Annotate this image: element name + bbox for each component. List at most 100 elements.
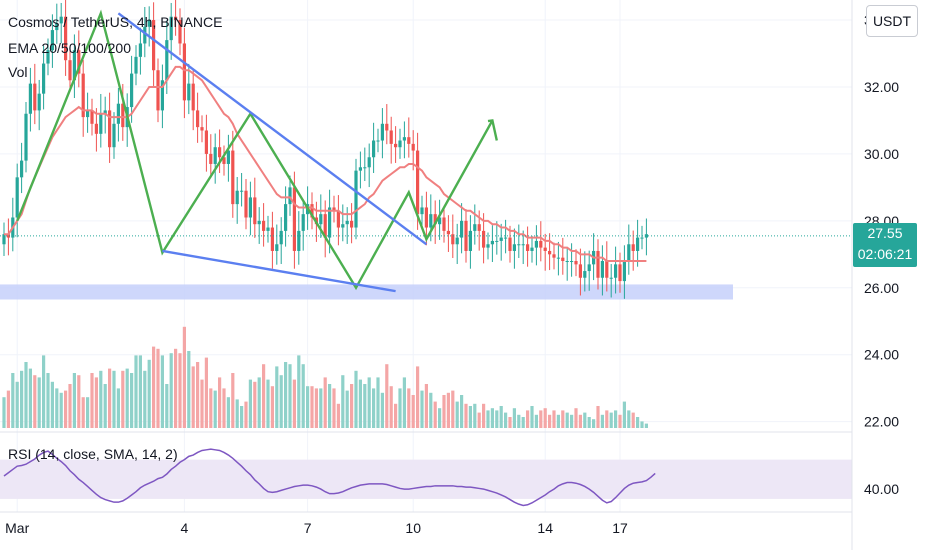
candle-body — [614, 264, 618, 278]
support-zone-rect — [0, 284, 733, 300]
candle-body — [112, 123, 116, 148]
ema-legend[interactable]: EMA 20/50/100/200 — [8, 40, 131, 56]
volume-bar — [455, 401, 459, 428]
volume-bar — [424, 384, 428, 428]
volume-bar — [292, 379, 296, 428]
arrowhead — [487, 119, 498, 141]
ema-line — [4, 65, 647, 263]
candle-body — [363, 167, 367, 169]
volume-bar — [20, 370, 24, 428]
candle-body — [226, 150, 230, 164]
candle-body — [350, 220, 354, 228]
volume-bar — [134, 355, 138, 428]
volume-bar — [68, 384, 72, 428]
candle-body — [411, 143, 415, 151]
candle-body — [174, 16, 178, 21]
candle-body — [552, 254, 556, 258]
candle-body — [354, 170, 358, 228]
candle-body — [495, 240, 499, 242]
volume-bar — [270, 386, 274, 428]
volume-bar — [372, 388, 376, 428]
candle-body — [389, 130, 393, 144]
candle-body — [420, 207, 424, 215]
candle-body — [596, 250, 600, 278]
rsi-band — [0, 459, 852, 499]
candle-body — [561, 257, 565, 262]
volume-bar — [240, 406, 244, 428]
candle-body — [385, 123, 389, 131]
volume-bar — [196, 362, 200, 428]
volume-bar — [262, 364, 266, 428]
candle-body — [196, 110, 200, 128]
volume-bar — [499, 406, 503, 428]
time-tick-label: Mar — [5, 520, 29, 536]
volume-bar — [191, 366, 195, 428]
candle-body — [530, 247, 534, 251]
drawings[interactable] — [16, 9, 498, 293]
candle-body — [328, 207, 332, 238]
candle-body — [631, 244, 635, 251]
volume-bar — [411, 395, 415, 428]
volume-bar — [402, 377, 406, 428]
volume-bar — [433, 401, 437, 428]
candle-body — [116, 103, 120, 124]
candle-body — [235, 190, 239, 205]
volume-bar — [218, 377, 222, 428]
candle-body — [499, 237, 503, 241]
volume-bar — [627, 410, 631, 428]
candle-body — [108, 110, 112, 148]
volume-bar — [420, 390, 424, 428]
volume-bar — [521, 417, 525, 428]
candle-body — [94, 123, 98, 134]
candle-body — [490, 240, 494, 245]
candle-body — [473, 224, 477, 231]
candle-body — [240, 190, 244, 192]
volume-bar — [46, 373, 50, 428]
symbol-legend[interactable]: Cosmos / TetherUS, 4h, BINANCE — [8, 14, 223, 30]
candle-body — [266, 227, 270, 231]
candle-body — [622, 261, 626, 282]
candle-body — [50, 30, 54, 51]
volume-bar — [398, 388, 402, 428]
volume-bar — [385, 364, 389, 428]
volume-bar — [257, 377, 261, 428]
candle-body — [640, 237, 644, 239]
rsi-tick-label: 40.00 — [864, 481, 899, 497]
candle-body — [143, 26, 147, 44]
currency-button[interactable]: USDT — [866, 5, 918, 37]
candle-body — [86, 110, 90, 118]
candle-body — [482, 230, 486, 248]
candle-body — [160, 80, 164, 111]
rsi-legend[interactable]: RSI (14, close, SMA, 14, 2) — [8, 446, 178, 462]
candle-body — [90, 110, 94, 124]
volume-bar — [407, 388, 411, 428]
volume-bar — [328, 384, 332, 428]
volume-bar — [596, 406, 600, 428]
candle-body — [191, 83, 195, 111]
volume-bar — [530, 406, 534, 428]
candle-body — [187, 83, 191, 101]
candle-body — [583, 271, 587, 278]
candle-body — [332, 207, 336, 211]
volume-legend[interactable]: Vol — [8, 64, 28, 80]
volume-bar — [288, 364, 292, 428]
candle-body — [77, 50, 81, 74]
candle-body — [570, 261, 574, 263]
volume-bar — [460, 395, 464, 428]
candle-body — [284, 204, 288, 231]
candle-body — [517, 244, 521, 246]
volume-bar — [306, 386, 310, 428]
time-tick-label: 10 — [405, 520, 421, 536]
volume-bar — [574, 408, 578, 428]
volume-bar — [33, 375, 37, 428]
volume-bar — [495, 410, 499, 428]
volume-bar — [345, 390, 349, 428]
candle-body — [407, 137, 411, 144]
volume-bar — [279, 375, 283, 428]
candle-body — [169, 16, 173, 41]
volume-bar — [50, 381, 54, 428]
candle-body — [600, 261, 604, 278]
volume-bar — [341, 375, 345, 428]
volume-bar — [284, 362, 288, 428]
